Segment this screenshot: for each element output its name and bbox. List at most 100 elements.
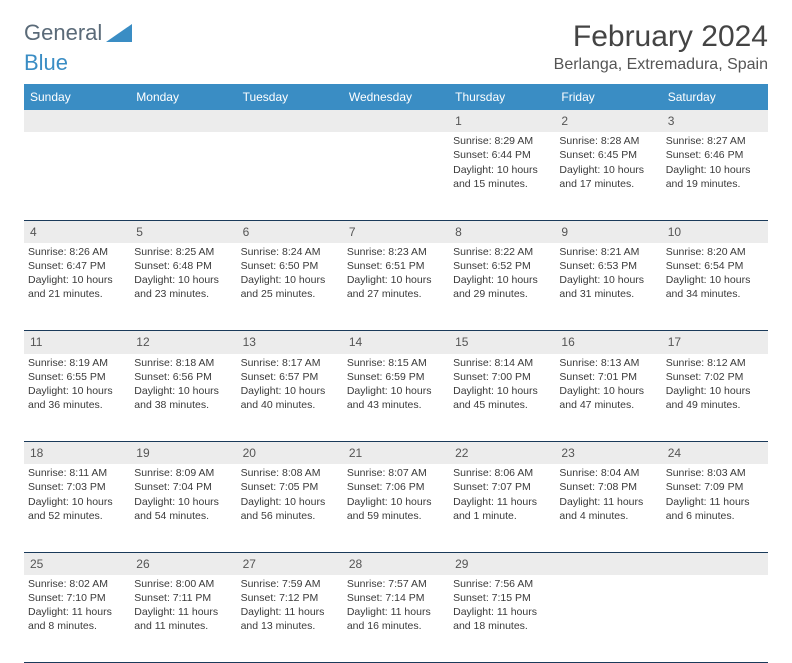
day-number-cell: 25: [24, 552, 130, 575]
sunset-line: Sunset: 6:46 PM: [666, 148, 764, 162]
logo: General: [24, 20, 132, 46]
day-detail-cell: Sunrise: 7:59 AMSunset: 7:12 PMDaylight:…: [237, 575, 343, 663]
sunrise-line: Sunrise: 8:07 AM: [347, 466, 445, 480]
day-number-cell: 5: [130, 220, 236, 243]
day-detail-cell: [24, 132, 130, 220]
day-detail-cell: Sunrise: 7:57 AMSunset: 7:14 PMDaylight:…: [343, 575, 449, 663]
sunset-line: Sunset: 6:56 PM: [134, 370, 232, 384]
logo-triangle-icon: [106, 24, 132, 42]
day-number-cell: 14: [343, 331, 449, 354]
sunrise-line: Sunrise: 8:19 AM: [28, 356, 126, 370]
day-detail-row: Sunrise: 8:02 AMSunset: 7:10 PM Daylight:…: [24, 575, 768, 663]
day-number-cell: 7: [343, 220, 449, 243]
sunrise-line: Sunrise: 8:17 AM: [241, 356, 339, 370]
daylight-line: Daylight: 11 hours and 6 minutes.: [666, 495, 764, 523]
day-number-row: 2526272829: [24, 552, 768, 575]
sunset-line: Sunset: 7:05 PM: [241, 480, 339, 494]
day-detail-cell: Sunrise: 8:07 AMSunset: 7:06 PMDaylight:…: [343, 464, 449, 552]
daylight-line: Daylight: 10 hours and 47 minutes.: [559, 384, 657, 412]
day-detail-cell: Sunrise: 8:24 AMSunset: 6:50 PMDaylight:…: [237, 243, 343, 331]
daylight-line: Daylight: 11 hours and 18 minutes.: [453, 605, 551, 633]
daylight-line: Daylight: 10 hours and 59 minutes.: [347, 495, 445, 523]
sunrise-line: Sunrise: 8:25 AM: [134, 245, 232, 259]
sunrise-line: Sunrise: 8:22 AM: [453, 245, 551, 259]
day-detail-cell: Sunrise: 8:03 AMSunset: 7:09 PMDaylight:…: [662, 464, 768, 552]
day-number-cell: 17: [662, 331, 768, 354]
day-detail-cell: Sunrise: 8:27 AMSunset: 6:46 PMDaylight:…: [662, 132, 768, 220]
day-number-cell: 20: [237, 442, 343, 465]
daylight-line: Daylight: 10 hours and 15 minutes.: [453, 163, 551, 191]
daylight-line: Daylight: 10 hours and 36 minutes.: [28, 384, 126, 412]
day-detail-cell: Sunrise: 8:06 AMSunset: 7:07 PMDaylight:…: [449, 464, 555, 552]
sunrise-line: Sunrise: 7:57 AM: [347, 577, 445, 591]
sunrise-line: Sunrise: 8:06 AM: [453, 466, 551, 480]
day-number-cell: 19: [130, 442, 236, 465]
day-number-cell: 15: [449, 331, 555, 354]
daylight-line: Daylight: 10 hours and 40 minutes.: [241, 384, 339, 412]
sunset-line: Sunset: 7:15 PM: [453, 591, 551, 605]
sunrise-line: Sunrise: 8:03 AM: [666, 466, 764, 480]
day-number-cell: 11: [24, 331, 130, 354]
day-number-cell: 24: [662, 442, 768, 465]
day-detail-cell: Sunrise: 8:17 AMSunset: 6:57 PMDaylight:…: [237, 354, 343, 442]
day-detail-row: Sunrise: 8:19 AMSunset: 6:55 PMDaylight:…: [24, 354, 768, 442]
sunrise-line: Sunrise: 8:26 AM: [28, 245, 126, 259]
day-number-cell: 8: [449, 220, 555, 243]
sunrise-line: Sunrise: 8:15 AM: [347, 356, 445, 370]
sunrise-line: Sunrise: 8:02 AM: [28, 577, 126, 591]
day-detail-cell: Sunrise: 8:25 AMSunset: 6:48 PMDaylight:…: [130, 243, 236, 331]
sunset-line: Sunset: 6:50 PM: [241, 259, 339, 273]
sunset-line: Sunset: 6:57 PM: [241, 370, 339, 384]
daylight-line: Daylight: 11 hours and 1 minute.: [453, 495, 551, 523]
sunset-line: Sunset: 6:47 PM: [28, 259, 126, 273]
sunrise-line: Sunrise: 8:04 AM: [559, 466, 657, 480]
day-header: Friday: [555, 84, 661, 110]
day-header: Thursday: [449, 84, 555, 110]
day-number-cell: 10: [662, 220, 768, 243]
day-detail-cell: Sunrise: 8:04 AMSunset: 7:08 PMDaylight:…: [555, 464, 661, 552]
sunset-line: Sunset: 7:04 PM: [134, 480, 232, 494]
day-number-cell: 26: [130, 552, 236, 575]
sunset-line: Sunset: 6:51 PM: [347, 259, 445, 273]
sunset-line: Sunset: 6:55 PM: [28, 370, 126, 384]
day-number-cell: 6: [237, 220, 343, 243]
day-detail-cell: Sunrise: 8:26 AMSunset: 6:47 PMDaylight:…: [24, 243, 130, 331]
day-number-cell: [555, 552, 661, 575]
daylight-line: Daylight: 10 hours and 56 minutes.: [241, 495, 339, 523]
day-detail-row: Sunrise: 8:11 AMSunset: 7:03 PMDaylight:…: [24, 464, 768, 552]
day-header: Wednesday: [343, 84, 449, 110]
day-number-row: 11121314151617: [24, 331, 768, 354]
day-detail-cell: [130, 132, 236, 220]
day-number-cell: 1: [449, 110, 555, 132]
day-number-cell: 2: [555, 110, 661, 132]
sunset-line: Sunset: 6:52 PM: [453, 259, 551, 273]
daylight-line: Daylight: 10 hours and 25 minutes.: [241, 273, 339, 301]
sunset-line: Sunset: 7:00 PM: [453, 370, 551, 384]
daylight-line: Daylight: 10 hours and 38 minutes.: [134, 384, 232, 412]
sunrise-line: Sunrise: 8:08 AM: [241, 466, 339, 480]
day-number-row: 45678910: [24, 220, 768, 243]
sunset-line: Sunset: 6:48 PM: [134, 259, 232, 273]
daylight-line: Daylight: 10 hours and 54 minutes.: [134, 495, 232, 523]
day-header: Tuesday: [237, 84, 343, 110]
sunset-line: Sunset: 7:14 PM: [347, 591, 445, 605]
daylight-line: Daylight: 11 hours and 13 minutes.: [241, 605, 339, 633]
sunset-line: Sunset: 7:06 PM: [347, 480, 445, 494]
day-number-cell: 16: [555, 331, 661, 354]
day-number-cell: [130, 110, 236, 132]
sunset-line: Sunset: 6:54 PM: [666, 259, 764, 273]
day-detail-cell: Sunrise: 8:13 AMSunset: 7:01 PMDaylight:…: [555, 354, 661, 442]
sunrise-line: Sunrise: 8:20 AM: [666, 245, 764, 259]
logo-text-1: General: [24, 20, 102, 46]
sunset-line: Sunset: 6:44 PM: [453, 148, 551, 162]
sunrise-line: Sunrise: 7:56 AM: [453, 577, 551, 591]
sunset-line: Sunset: 7:10 PM: [28, 591, 126, 605]
logo-text-2: Blue: [24, 50, 68, 75]
day-header: Monday: [130, 84, 236, 110]
daylight-line: Daylight: 10 hours and 45 minutes.: [453, 384, 551, 412]
sunset-line: Sunset: 7:09 PM: [666, 480, 764, 494]
day-detail-cell: Sunrise: 8:15 AMSunset: 6:59 PMDaylight:…: [343, 354, 449, 442]
calendar-table: SundayMondayTuesdayWednesdayThursdayFrid…: [24, 84, 768, 663]
daylight-line: Daylight: 10 hours and 43 minutes.: [347, 384, 445, 412]
sunset-line: Sunset: 6:53 PM: [559, 259, 657, 273]
